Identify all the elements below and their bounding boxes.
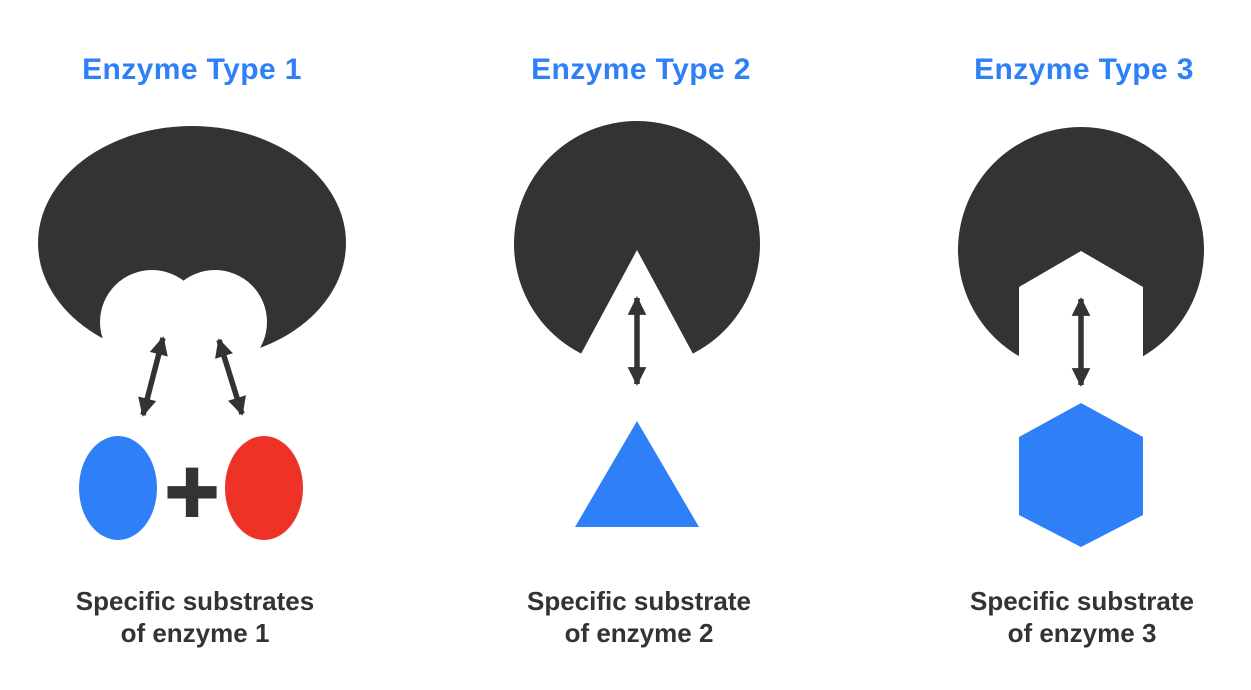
enzyme-1-pocket-right [163,270,267,374]
enzyme-2-caption: Specific substrate of enzyme 2 [439,585,839,649]
enzyme-3-caption: Specific substrate of enzyme 3 [882,585,1251,649]
enzyme-3-title: Enzyme Type 3 [974,53,1194,86]
caption-line: of enzyme 2 [564,618,714,648]
enzyme-2-body-shape [514,121,760,367]
enzyme-1-caption: Specific substrates of enzyme 1 [0,585,395,649]
caption-line: of enzyme 3 [1007,618,1157,648]
caption-line: Specific substrates [75,586,315,616]
enzyme-1-group [38,126,346,540]
double-arrow-icon [138,336,168,417]
enzyme-2-title: Enzyme Type 2 [531,53,751,86]
enzyme-2-group [514,121,760,527]
caption-line: Specific substrate [970,586,1194,616]
caption-line: Specific substrate [527,586,751,616]
caption-line: of enzyme 1 [120,618,270,648]
substrate-blue-hexagon [1019,403,1143,547]
enzyme-3-group [958,127,1204,547]
substrate-blue-oval [79,436,157,540]
substrate-red-oval [225,436,303,540]
enzyme-1-title: Enzyme Type 1 [82,53,302,86]
plus-sign: + [160,448,224,532]
substrate-blue-triangle [575,421,699,527]
double-arrow-icon [215,338,246,416]
